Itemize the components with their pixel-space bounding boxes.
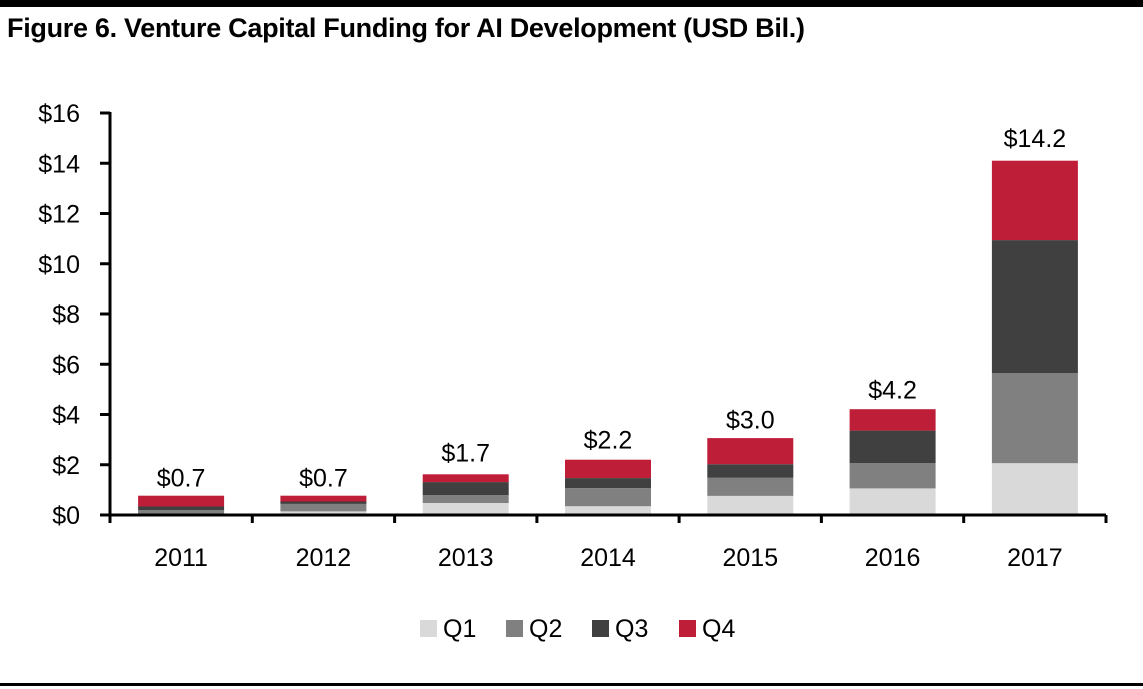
total-label-2014: $2.2 <box>584 427 633 455</box>
total-label-2013: $1.7 <box>441 439 490 467</box>
y-tick-label-8: $8 <box>52 301 80 329</box>
bar-segment-2015-q2 <box>707 477 794 496</box>
labels-group: $0.7 2011 $0.7 2012 $1.7 2013 $2.2 2014 $3.0 2015… <box>38 100 1066 572</box>
legend-swatch-q2 <box>506 620 523 637</box>
x-tick-label-2013: 2013 <box>438 544 494 572</box>
x-tick-label-2011: 2011 <box>154 544 208 572</box>
y-tick-label-6: $6 <box>52 351 80 379</box>
legend-swatch-q1 <box>420 620 437 637</box>
bar-segment-2017-q1 <box>991 463 1078 515</box>
bar-segment-2013-q1 <box>422 502 509 515</box>
bar-segment-2012-q1 <box>280 511 367 515</box>
legend-swatch-q3 <box>592 620 609 637</box>
bar-segment-2012-q2 <box>280 503 367 512</box>
chart-title: Figure 6. Venture Capital Funding for AI… <box>7 13 805 43</box>
x-tick-label-2015: 2015 <box>722 544 778 572</box>
top-rule <box>0 0 1143 7</box>
x-tick-label-2012: 2012 <box>296 544 352 572</box>
total-label-2016: $4.2 <box>868 377 917 405</box>
bar-segment-2017-q3 <box>991 240 1078 373</box>
bar-segment-2015-q3 <box>707 464 794 478</box>
x-tick-label-2017: 2017 <box>1007 544 1063 572</box>
bar-segment-2016-q2 <box>849 463 936 489</box>
bar-segment-2015-q1 <box>707 495 794 515</box>
bar-segment-2014-q2 <box>565 488 651 507</box>
y-tick-label-2: $2 <box>52 452 80 480</box>
x-tick-label-2014: 2014 <box>580 544 636 572</box>
legend-label-q2: Q2 <box>529 615 562 643</box>
y-tick-label-12: $12 <box>38 201 80 229</box>
bar-segment-2011-q4 <box>138 495 225 507</box>
legend-label-q4: Q4 <box>702 615 735 643</box>
bar-segment-2014-q4 <box>565 459 651 478</box>
total-label-2011: $0.7 <box>157 464 206 492</box>
y-tick-label-14: $14 <box>38 150 80 178</box>
y-tick-label-4: $4 <box>52 402 80 430</box>
bar-segment-2014-q3 <box>565 478 651 489</box>
legend-label-q3: Q3 <box>615 615 648 643</box>
bar-segment-2015-q4 <box>707 438 794 465</box>
bar-segment-2016-q4 <box>849 409 936 431</box>
bar-segment-2013-q2 <box>422 495 509 503</box>
bar-segment-2014-q1 <box>565 506 651 515</box>
legend: Q1 Q2 Q3 Q4 <box>420 615 735 643</box>
bar-segment-2013-q3 <box>422 482 509 496</box>
y-tick-label-0: $0 <box>52 502 80 530</box>
total-label-2017: $14.2 <box>1004 125 1067 153</box>
legend-label-q1: Q1 <box>443 615 476 643</box>
bar-segment-2017-q2 <box>991 373 1078 464</box>
x-tick-label-2016: 2016 <box>865 544 921 572</box>
bar-segment-2017-q4 <box>991 160 1078 241</box>
bar-segment-2012-q3 <box>280 501 367 504</box>
axes-group <box>100 111 1108 523</box>
total-label-2012: $0.7 <box>299 464 348 492</box>
bars-group <box>138 160 1078 515</box>
legend-swatch-q4 <box>679 620 696 637</box>
bar-segment-2013-q4 <box>422 474 509 483</box>
bar-segment-2012-q4 <box>280 495 367 502</box>
bottom-rule <box>0 683 1143 686</box>
bar-segment-2011-q2 <box>138 510 225 514</box>
y-tick-label-10: $10 <box>38 251 80 279</box>
bar-segment-2016-q1 <box>849 488 936 515</box>
bar-segment-2016-q3 <box>849 430 936 463</box>
total-label-2015: $3.0 <box>726 407 775 435</box>
bar-segment-2011-q3 <box>138 506 225 510</box>
y-tick-label-16: $16 <box>38 100 80 128</box>
